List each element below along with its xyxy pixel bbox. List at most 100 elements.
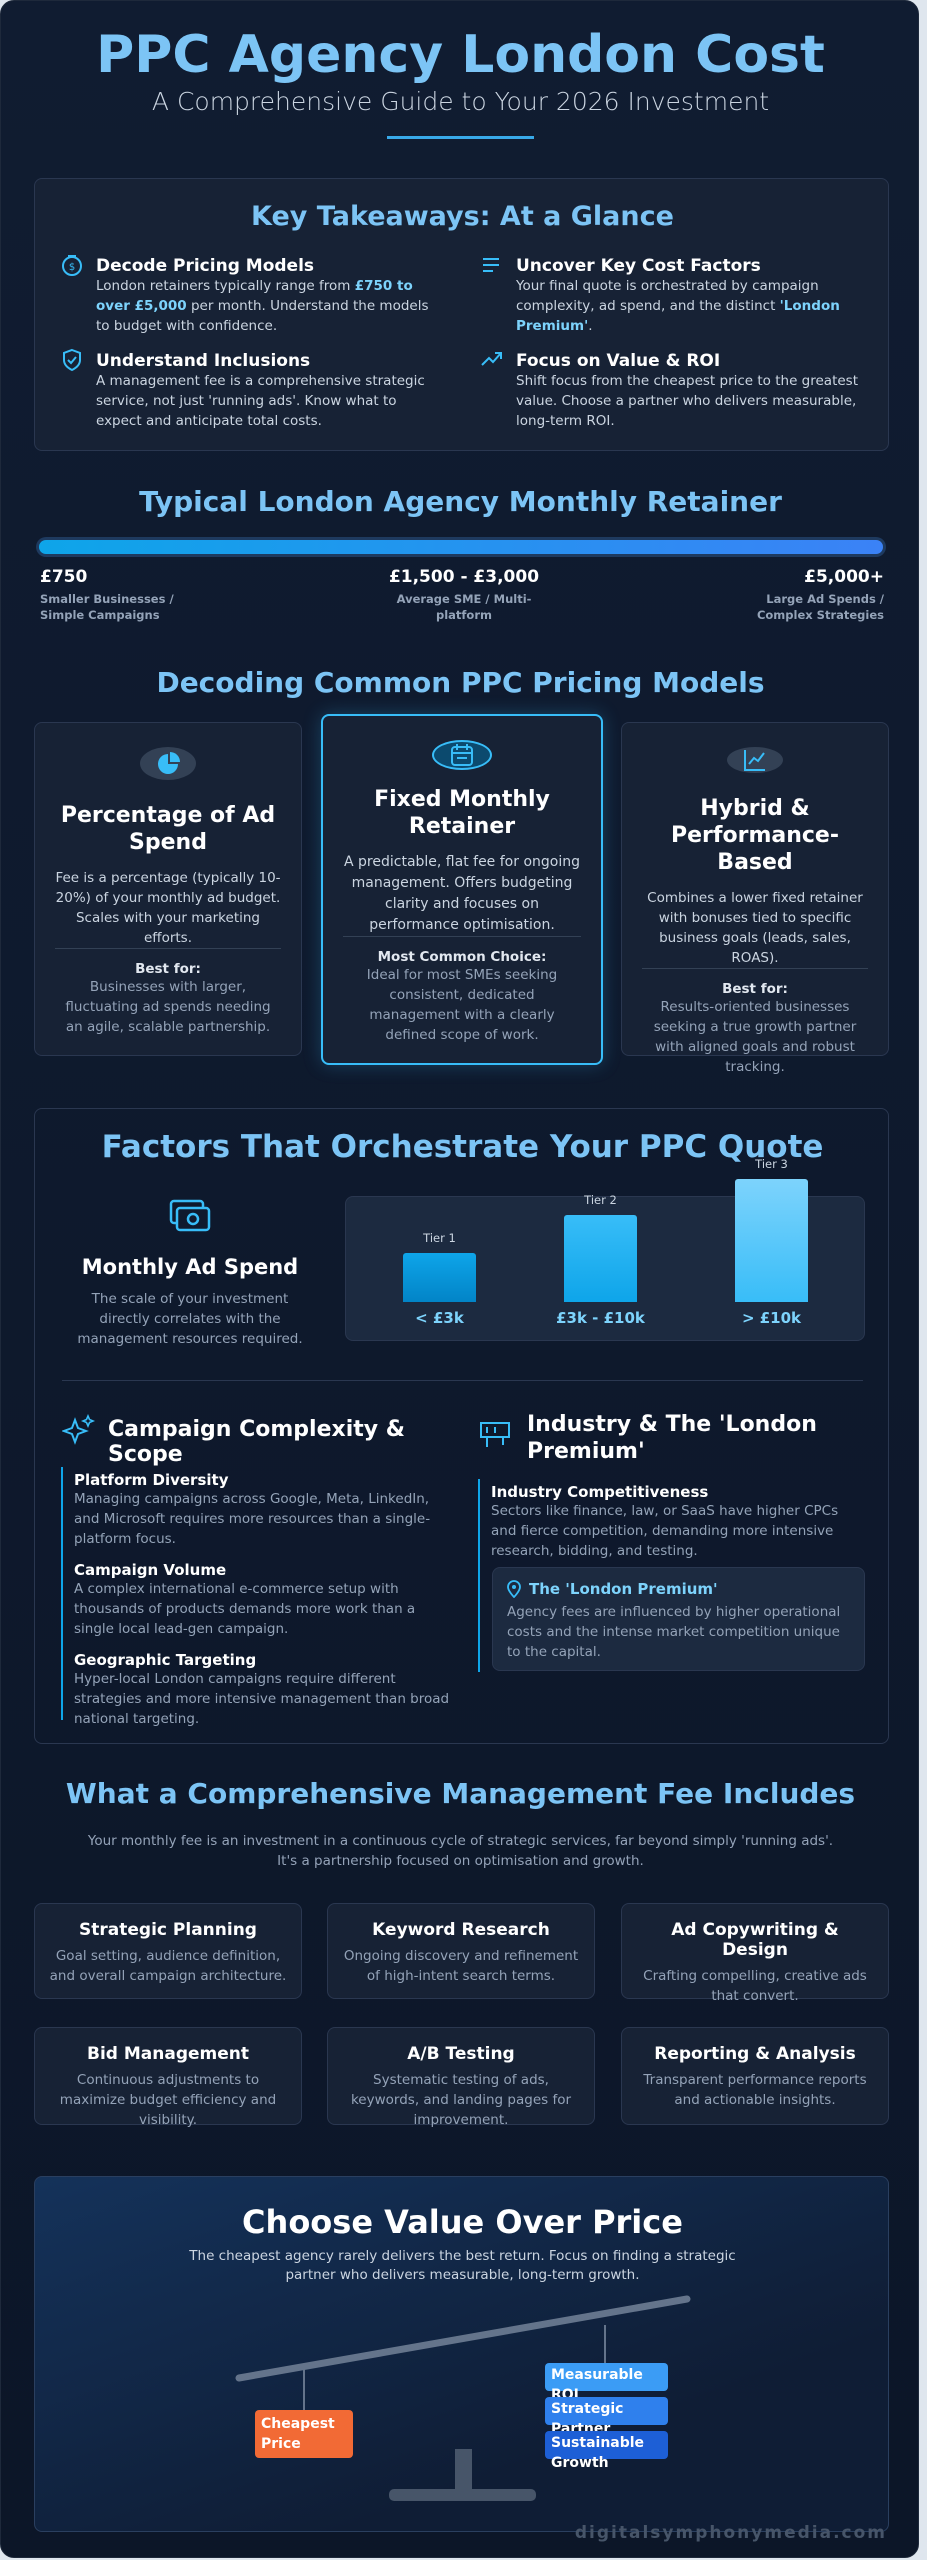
graphic: [452, 744, 472, 759]
icon: [62, 1414, 96, 1445]
tier-panel: Tier 1 Tier 2 Tier 3 < £3k £3k - £10k > …: [345, 1157, 865, 1341]
graphic: [451, 744, 473, 766]
item-title: Industry Competitiveness: [491, 1483, 709, 1501]
intro-line: Your monthly fee is an investment in a c…: [87, 1833, 834, 1849]
takeaway-text: London retainers typically range from £7…: [96, 276, 441, 336]
seesaw: [235, 2295, 691, 2501]
model-text: A predictable, flat fee for ongoing mana…: [344, 854, 580, 933]
service-text: Ongoing discovery and refinement of high…: [343, 1948, 579, 1984]
graphic: [748, 752, 765, 765]
graphic: [170, 751, 180, 762]
value-text: The cheapest agency rarely delivers the …: [189, 2248, 736, 2283]
retainer-title: Typical London Agency Monthly Retainer: [139, 485, 782, 518]
tier-range: < £3k: [415, 1309, 464, 1327]
graphic: [80, 1414, 96, 1429]
range-value: £1,500 - £3,000: [388, 567, 540, 587]
best-label: Best for:: [722, 981, 788, 997]
icon: [63, 348, 81, 372]
graphic: [175, 1206, 211, 1232]
service-text: Continuous adjustments to maximize budge…: [59, 2072, 277, 2128]
best-label: Best for:: [135, 961, 201, 977]
ad-spend-text: The scale of your investment directly co…: [77, 1291, 303, 1347]
tier-label: Tier 2: [584, 1193, 617, 1207]
benefit-box: Strategic Partner: [545, 2397, 668, 2437]
takeaway: Understand Inclusions A management fee i…: [96, 351, 441, 431]
service-text: Transparent performance reports and acti…: [643, 2072, 867, 2108]
icon: [483, 258, 499, 272]
service: A/B Testing Systematic testing of ads, ke…: [327, 2027, 595, 2128]
icon: [507, 1580, 521, 1598]
benefit-box: Measurable ROI: [545, 2363, 668, 2403]
premium-box: The 'London Premium' Agency fees are inf…: [492, 1567, 865, 1671]
graphic: [451, 746, 473, 766]
takeaway-title: Understand Inclusions: [96, 351, 311, 371]
graphic: [67, 356, 77, 365]
graphic: [483, 258, 499, 272]
graphic: [480, 1422, 510, 1438]
tier-label: Tier 1: [423, 1231, 456, 1245]
service: Reporting & Analysis Transparent performa…: [621, 2027, 889, 2125]
takeaway: Focus on Value & ROI Shift focus from th…: [516, 351, 866, 431]
graphic: [744, 750, 765, 771]
icon: [481, 352, 502, 366]
graphic: [62, 1417, 89, 1445]
range-bar: [36, 537, 886, 557]
range-value: £5,000+: [804, 567, 884, 587]
graphic: [455, 2449, 472, 2491]
model-text: Combines a lower fixed retainer with bon…: [647, 890, 863, 966]
graphic: [158, 753, 178, 774]
service: Strategic Planning Goal setting, audience…: [34, 1903, 302, 1999]
service: Keyword Research Ongoing discovery and re…: [327, 1903, 595, 1999]
highlight: 'London Premium': [516, 298, 840, 334]
graphic: [481, 352, 502, 366]
model-card: Hybrid & Performance-Based Combines a lo…: [621, 722, 889, 1075]
range-point: £1,500 - £3,000 Average SME / Multi-plat…: [384, 567, 544, 623]
service-text: Crafting compelling, creative ads that c…: [643, 1968, 867, 2004]
range-label: Large Ad Spends / Complex Strategies: [756, 592, 884, 622]
icon: $: [62, 255, 82, 276]
title: PPC Agency London Cost: [96, 25, 825, 85]
accent-line: [478, 1479, 480, 1672]
underline: [387, 136, 534, 139]
model-text: Fee is a percentage (typically 10-20%) o…: [55, 870, 281, 946]
tier-bar: [735, 1179, 808, 1302]
tier-range: £3k - £10k: [556, 1309, 645, 1327]
range-fill: [39, 540, 883, 554]
item-text: A complex international e-commerce setup…: [74, 1581, 416, 1637]
range-point: £750 Smaller Businesses / Simple Campaig…: [40, 567, 190, 623]
item-title: Geographic Targeting: [74, 1651, 257, 1669]
tier-bar: [403, 1253, 476, 1302]
graphic: $: [69, 262, 75, 273]
item-text: Managing campaigns across Google, Meta, …: [74, 1491, 431, 1547]
model-title: Percentage of Ad Spend: [60, 803, 276, 855]
best-text: Results-oriented businesses seeking a tr…: [653, 999, 857, 1075]
value-title: Choose Value Over Price: [242, 2203, 683, 2241]
takeaway: Uncover Key Cost Factors Your final quot…: [516, 256, 866, 336]
item-title: Campaign Volume: [74, 1561, 227, 1579]
graphic: [507, 1580, 521, 1598]
industry-items: Industry Competitiveness Sectors like fi…: [491, 1483, 866, 1561]
ad-spend-title: Monthly Ad Spend: [81, 1255, 299, 1279]
model-title: Fixed Monthly Retainer: [374, 787, 550, 839]
factors-panel: Factors That Orchestrate Your PPC Quote …: [34, 1108, 889, 1744]
highlight: £750 to over £5,000: [96, 278, 413, 314]
divider: [62, 1380, 863, 1381]
complexity-items: Platform Diversity Managing campaigns ac…: [74, 1471, 454, 1729]
model-best: Most Common Choice: Ideal for most SMEs s…: [343, 936, 581, 1045]
model-best: Best for: Businesses with larger, fluctua…: [55, 948, 281, 1037]
graphic: [389, 2489, 536, 2501]
range-label: Smaller Businesses / Simple Campaigns: [40, 592, 174, 622]
model-best: Best for: Results-oriented businesses see…: [642, 968, 868, 1077]
accent-line: [61, 1467, 63, 1720]
best-label: Most Common Choice:: [377, 949, 547, 965]
industry-title: Industry & The 'London Premium': [527, 1412, 817, 1464]
range-value: £750: [40, 567, 88, 587]
service-title: Bid Management: [86, 2044, 249, 2064]
item-text: Sectors like finance, law, or SaaS have …: [491, 1503, 839, 1559]
best-text: Businesses with larger, fluctuating ad s…: [65, 979, 271, 1035]
text: per month. Understand the models to budg…: [96, 298, 429, 334]
model-card: Percentage of Ad Spend Fee is a percenta…: [34, 722, 302, 1056]
value-panel: Choose Value Over Price The cheapest age…: [34, 2176, 889, 2532]
